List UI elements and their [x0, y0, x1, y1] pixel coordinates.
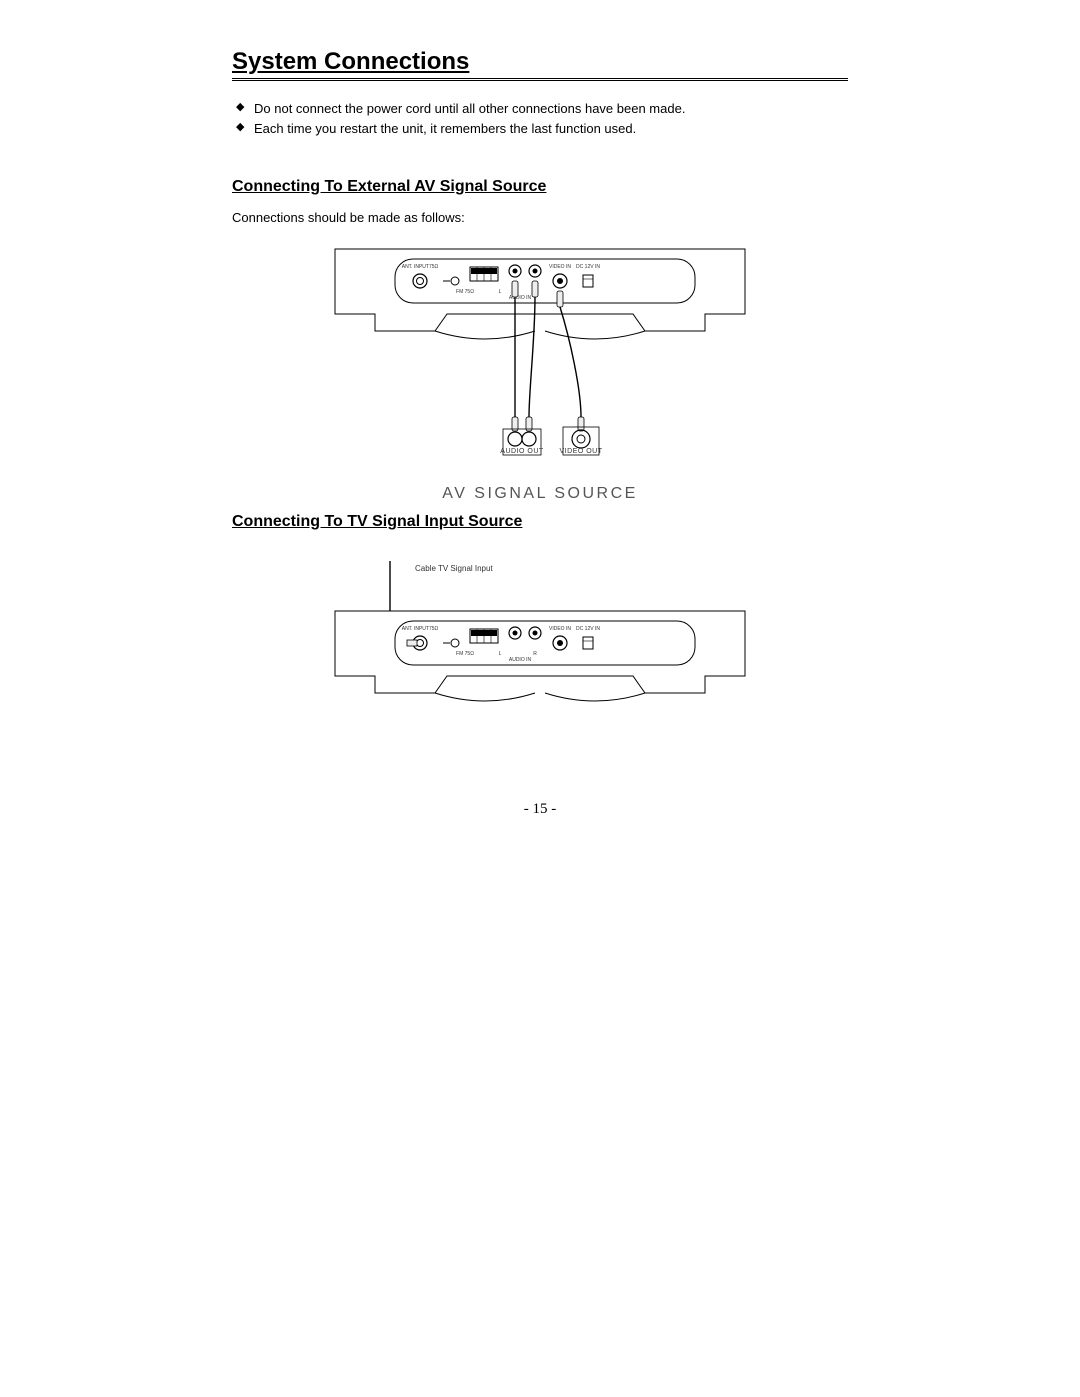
label-L: L — [499, 289, 502, 295]
page-title: System Connections — [232, 48, 848, 81]
label-audio-in2: AUDIO IN — [509, 657, 532, 663]
label-audio-out: AUDIO OUT — [500, 448, 544, 455]
diagram-tv-input: Cable TV Signal Input ANT. INPUT75Ω FM 7… — [232, 561, 848, 741]
label-video-in2: VIDEO IN — [549, 626, 571, 632]
label-L2: L — [499, 651, 502, 657]
diagram-av-source: ANT. INPUT75Ω FM 75Ω L AUDIO IN R — [232, 239, 848, 503]
page-number: - 15 - — [232, 801, 848, 818]
bullet-item: Each time you restart the unit, it remem… — [232, 119, 848, 139]
label-R2: R — [533, 651, 537, 657]
label-fm75-2: FM 75Ω — [456, 651, 474, 657]
section1-heading: Connecting To External AV Signal Source — [232, 178, 848, 196]
label-video-out: VIDEO OUT — [559, 448, 602, 455]
bullet-list: Do not connect the power cord until all … — [232, 99, 848, 138]
label-cable-tv-input: Cable TV Signal Input — [415, 564, 493, 573]
label-dc: DC 12V IN — [576, 264, 600, 270]
section1-subtext: Connections should be made as follows: — [232, 210, 848, 225]
label-ant: ANT. INPUT75Ω — [402, 264, 439, 270]
bullet-item: Do not connect the power cord until all … — [232, 99, 848, 119]
label-fm75: FM 75Ω — [456, 289, 474, 295]
label-video-in: VIDEO IN — [549, 264, 571, 270]
section2-heading: Connecting To TV Signal Input Source — [232, 513, 848, 531]
label-dc2: DC 12V IN — [576, 626, 600, 632]
av-caption: AV SIGNAL SOURCE — [232, 485, 848, 503]
label-ant2: ANT. INPUT75Ω — [402, 626, 439, 632]
